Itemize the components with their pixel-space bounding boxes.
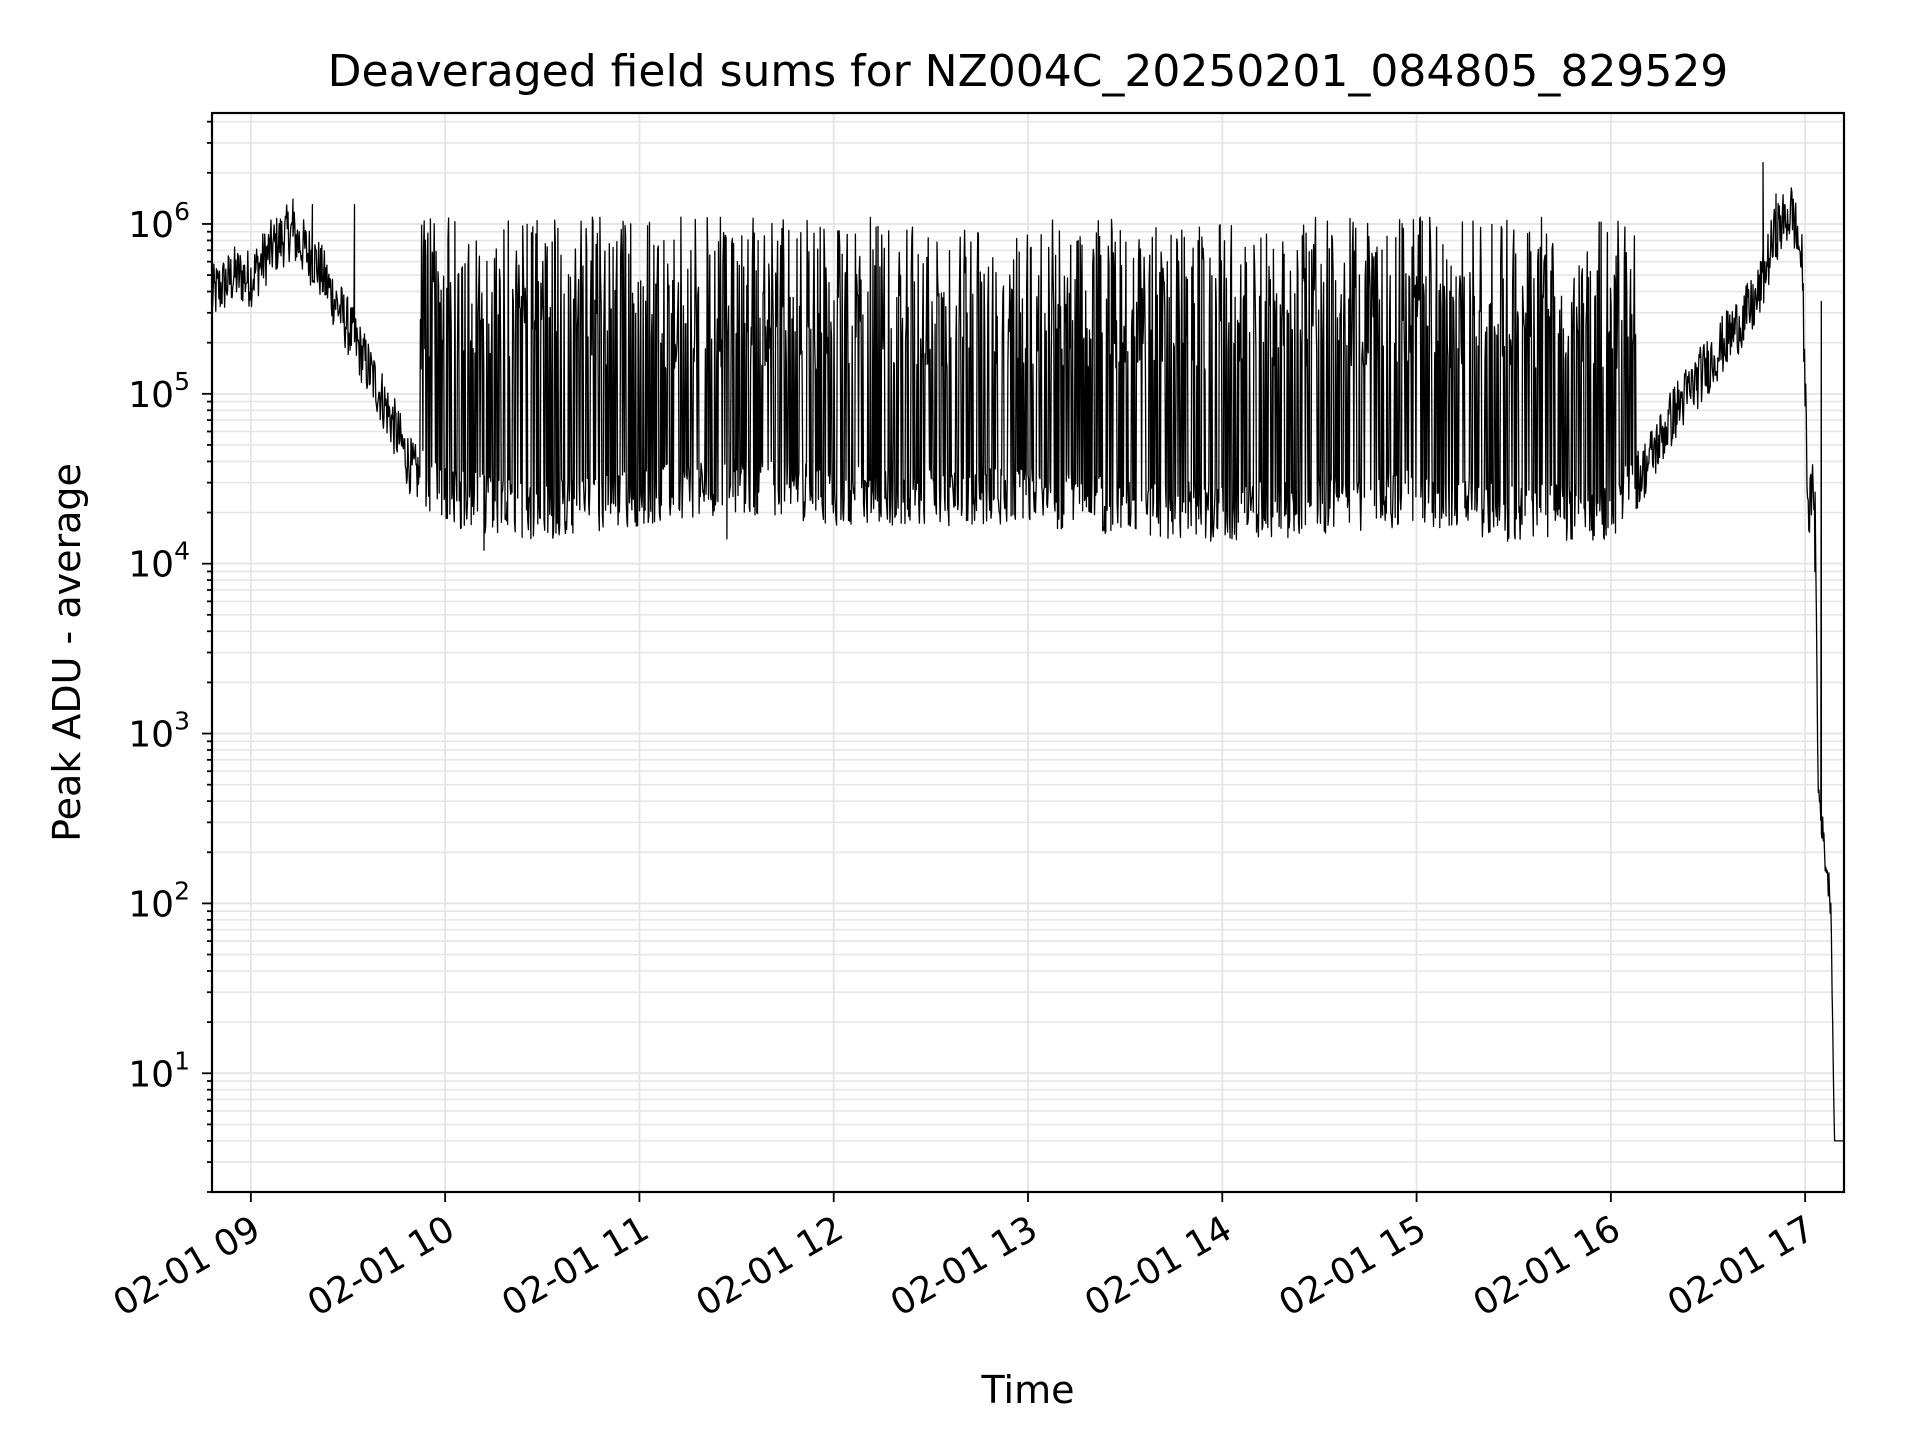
y-tick-label: 104 xyxy=(128,537,190,586)
plot-area xyxy=(212,161,1844,1142)
chart-title: Deaveraged field sums for NZ004C_2025020… xyxy=(328,46,1729,97)
y-tick-label: 102 xyxy=(128,876,190,925)
y-tick-label: 101 xyxy=(128,1046,190,1095)
y-axis-label: Peak ADU - average xyxy=(45,463,89,842)
series-line xyxy=(212,161,1844,1142)
y-tick-label: 106 xyxy=(128,197,190,246)
y-tick-label: 103 xyxy=(128,707,190,756)
x-axis-label: Time xyxy=(981,1368,1075,1412)
y-tick-label: 105 xyxy=(128,367,190,416)
